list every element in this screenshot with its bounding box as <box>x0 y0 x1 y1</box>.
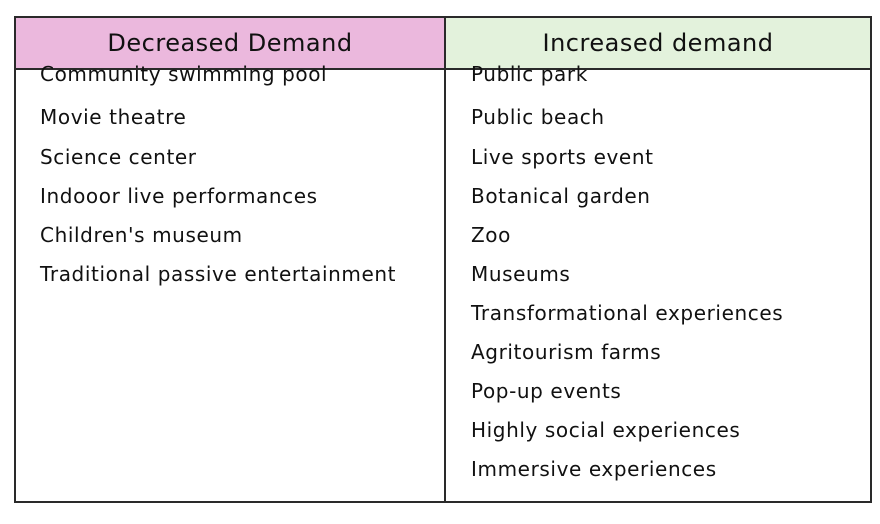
decreased-demand-header-label: Decreased Demand <box>107 29 353 57</box>
demand-table: Decreased Demand Increased demand Commun… <box>14 16 872 503</box>
increased-demand-header-label: Increased demand <box>542 29 774 57</box>
decreased-item: Community swimming pool <box>40 62 328 86</box>
increased-demand-header: Increased demand <box>446 18 870 68</box>
increased-item: Zoo <box>471 223 511 247</box>
increased-item: Public park <box>471 62 588 86</box>
column-divider <box>444 18 446 501</box>
decreased-item: Children's museum <box>40 223 243 247</box>
increased-item: Immersive experiences <box>471 457 717 481</box>
decreased-item: Traditional passive entertainment <box>40 262 397 286</box>
increased-item: Pop-up events <box>471 379 622 403</box>
increased-item: Highly social experiences <box>471 418 741 442</box>
increased-item: Public beach <box>471 105 605 129</box>
header-divider <box>16 68 870 70</box>
increased-item: Agritourism farms <box>471 340 662 364</box>
decreased-item: Science center <box>40 145 197 169</box>
decreased-item: Movie theatre <box>40 105 187 129</box>
increased-item: Botanical garden <box>471 184 651 208</box>
decreased-demand-header: Decreased Demand <box>16 18 444 68</box>
increased-item: Museums <box>471 262 571 286</box>
increased-item: Live sports event <box>471 145 654 169</box>
increased-item: Transformational experiences <box>471 301 784 325</box>
decreased-item: Indooor live performances <box>40 184 318 208</box>
